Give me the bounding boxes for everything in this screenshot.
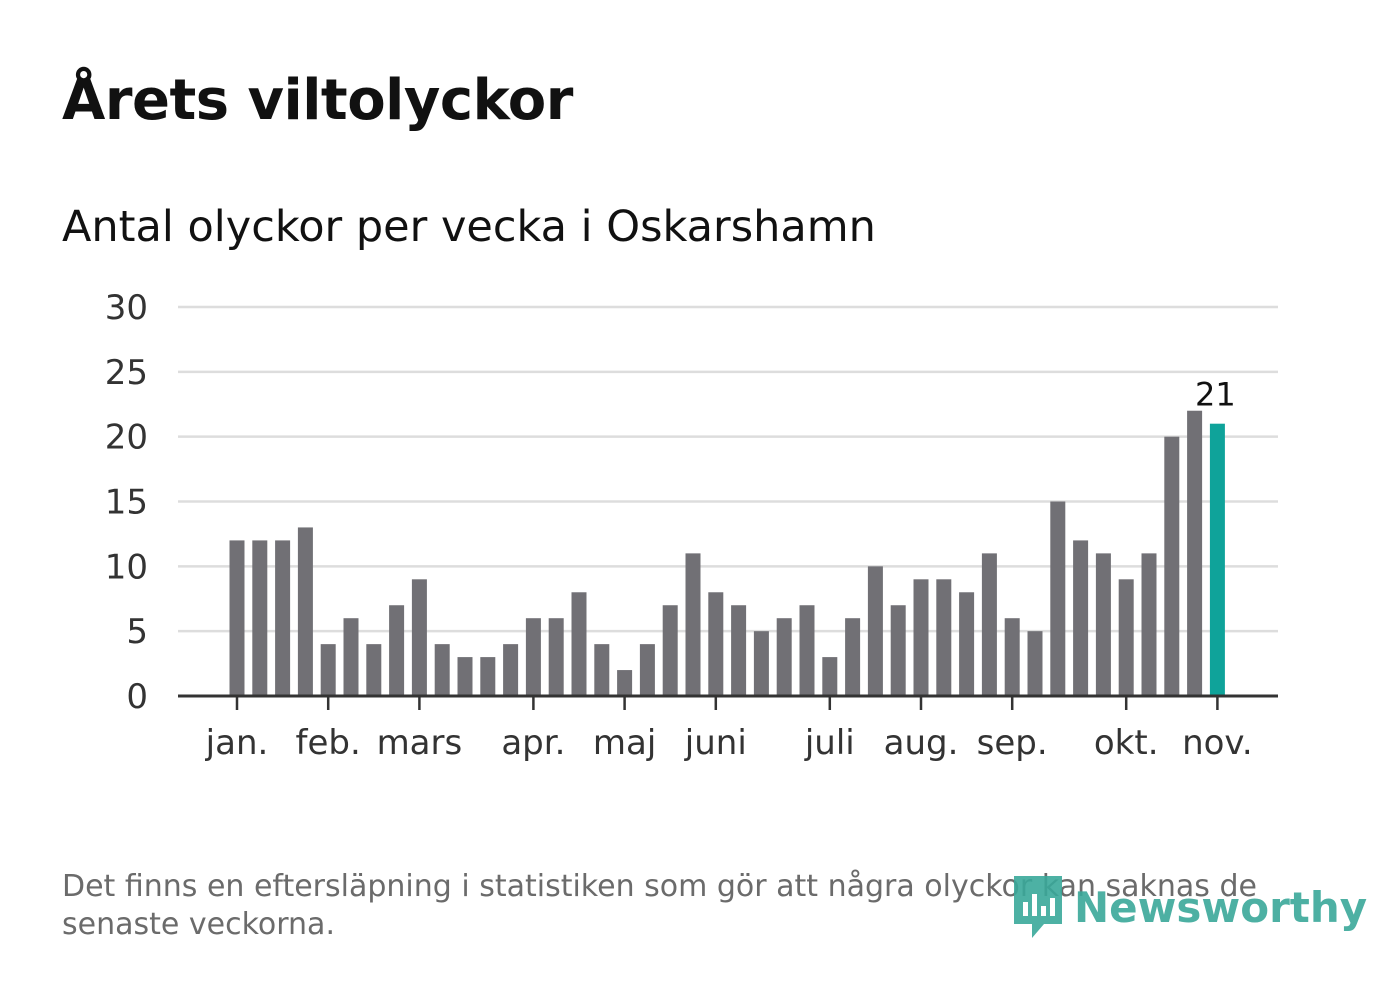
x-tick-label: juni [684, 723, 747, 763]
x-tick-label: feb. [296, 723, 361, 763]
bar-week-32 [936, 579, 952, 696]
bar-week-15 [548, 618, 564, 696]
bar-week-2 [252, 540, 268, 696]
y-tick-label: 10 [105, 547, 148, 587]
bar-week-16 [571, 592, 587, 696]
bar-week-11 [457, 657, 473, 696]
bar-week-4 [297, 527, 313, 696]
bar-week-8 [389, 605, 405, 696]
y-tick-label: 25 [105, 353, 148, 393]
bar-week-40 [1118, 579, 1134, 696]
x-tick-label: nov. [1182, 723, 1253, 763]
bar-week-12 [480, 657, 496, 696]
brand-name: Newsworthy [1074, 882, 1368, 932]
chart-subtitle: Antal olyckor per vecka i Oskarshamn [62, 202, 876, 252]
x-tick-label: jan. [205, 723, 269, 763]
bar-week-23 [731, 605, 747, 696]
bar-week-5 [320, 644, 336, 696]
x-tick-label: okt. [1094, 723, 1159, 763]
bar-chart: 0 5 10 15 20 25 30 21 jan. feb. mars apr. maj juni jul… [105, 288, 1278, 763]
bar-week-34 [981, 553, 997, 696]
bar-week-13 [503, 644, 519, 696]
bar-week-9 [411, 579, 427, 696]
bar-week-18 [617, 670, 633, 696]
x-tick-label: apr. [501, 723, 565, 763]
chart-title: Årets viltolyckor [62, 68, 573, 133]
bar-week-41 [1141, 553, 1157, 696]
bar-week-1 [229, 540, 245, 696]
bar-week-38 [1073, 540, 1089, 696]
bar-week-42 [1164, 436, 1180, 696]
bar-week-17 [594, 644, 610, 696]
newsworthy-logo-icon [1014, 876, 1062, 938]
bar-week-7 [366, 644, 382, 696]
bar-week-20 [662, 605, 678, 696]
bar-week-33 [959, 592, 975, 696]
bar-week-39 [1095, 553, 1111, 696]
bar-week-35 [1004, 618, 1020, 696]
bar-week-6 [343, 618, 359, 696]
x-tick-label: juli [804, 723, 855, 763]
bar-week-31 [913, 579, 929, 696]
bar-week-21 [685, 553, 701, 696]
bar-week-30 [890, 605, 906, 696]
bar-week-19 [639, 644, 655, 696]
bar-value-label: 21 [1195, 376, 1236, 414]
bar-week-24 [753, 631, 769, 696]
x-tick-label: mars [377, 723, 463, 763]
bar-week-26 [799, 605, 815, 696]
bar-week-36 [1027, 631, 1043, 696]
brand-logo: Newsworthy [1010, 872, 1367, 942]
y-tick-label: 0 [126, 677, 148, 717]
bar-week-25 [776, 618, 792, 696]
bar-week-27 [822, 657, 838, 696]
bar-week-10 [434, 644, 450, 696]
bar-week-37 [1050, 501, 1066, 696]
x-tick-label: sep. [977, 723, 1048, 763]
y-tick-label: 5 [126, 612, 148, 652]
y-tick-label: 30 [105, 288, 148, 328]
bar-week-3 [275, 540, 291, 696]
bar-week-22 [708, 592, 724, 696]
y-tick-label: 15 [105, 483, 148, 523]
bar-week-43 [1187, 410, 1203, 696]
x-tick-label: aug. [884, 723, 959, 763]
y-tick-label: 20 [105, 418, 148, 458]
x-tick-label: maj [593, 723, 656, 763]
bar-week-29 [867, 566, 883, 696]
bar-week-14 [525, 618, 541, 696]
bar-week-28 [845, 618, 861, 696]
bar-week-44 [1209, 423, 1225, 696]
